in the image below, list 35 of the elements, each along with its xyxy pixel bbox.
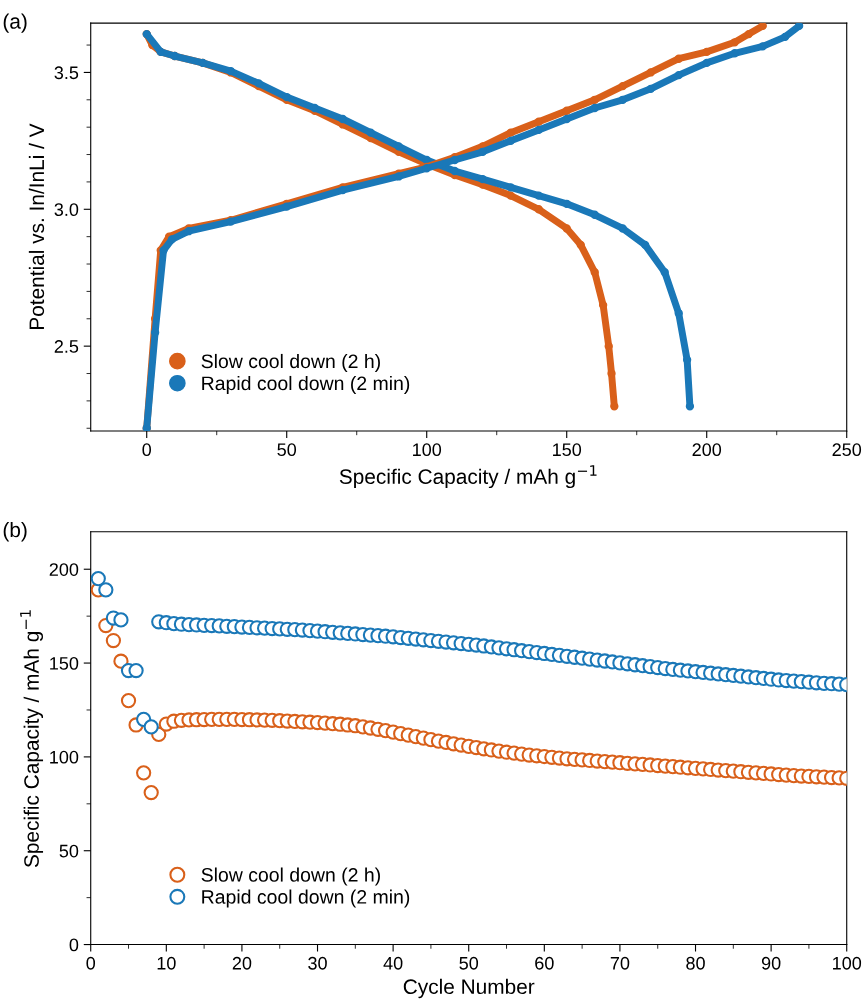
x-tick-label: 40 — [383, 956, 403, 970]
x-tick-label: 250 — [832, 443, 862, 457]
x-tick-label: 70 — [610, 956, 630, 970]
y-axis-title: Potential vs. In/InLi / V — [28, 123, 45, 330]
legend-label: Slow cool down (2 h) — [201, 353, 380, 373]
x-tick-label: 200 — [692, 443, 722, 457]
x-tick-label: 100 — [413, 443, 442, 457]
legend-label: Slow cool down (2 h) — [201, 867, 380, 886]
y-tick-label: 3.0 — [54, 203, 79, 217]
x-tick-label: 90 — [761, 956, 781, 970]
y-tick-label: 50 — [59, 844, 79, 858]
x-tick-label: 50 — [277, 443, 297, 457]
text: (b) — [3, 521, 27, 542]
y-tick-label: 2.5 — [54, 340, 79, 353]
x-tick-label: 0 — [142, 443, 152, 457]
y-tick-label: 200 — [49, 563, 79, 576]
text: (a) — [3, 13, 27, 33]
y-tick-label: 0 — [69, 938, 79, 952]
y-tick-label: 3.5 — [54, 66, 79, 80]
x-tick-label: 50 — [459, 956, 479, 970]
x-tick-label: 20 — [232, 956, 252, 970]
x-tick-label: 100 — [833, 956, 862, 970]
x-tick-label: 60 — [535, 956, 554, 970]
y-tick-label: 150 — [50, 657, 79, 670]
x-tick-label: 0 — [86, 956, 96, 970]
x-tick-label: 150 — [553, 443, 582, 457]
legend-label: Rapid cool down (2 min) — [202, 889, 410, 908]
x-axis-title: Cycle Number — [403, 978, 535, 999]
x-axis-title: Specific Capacity / mAh g$^{−1}$ — [339, 465, 597, 489]
x-tick-label: 30 — [308, 956, 327, 970]
x-tick-label: 10 — [157, 956, 176, 970]
y-axis-title: Specific Capacity / mAh g$^{−1}$ — [20, 610, 44, 868]
y-tick-label: 100 — [50, 750, 79, 764]
x-tick-label: 80 — [686, 956, 705, 970]
legend-label: Rapid cool down (2 min) — [202, 375, 410, 395]
